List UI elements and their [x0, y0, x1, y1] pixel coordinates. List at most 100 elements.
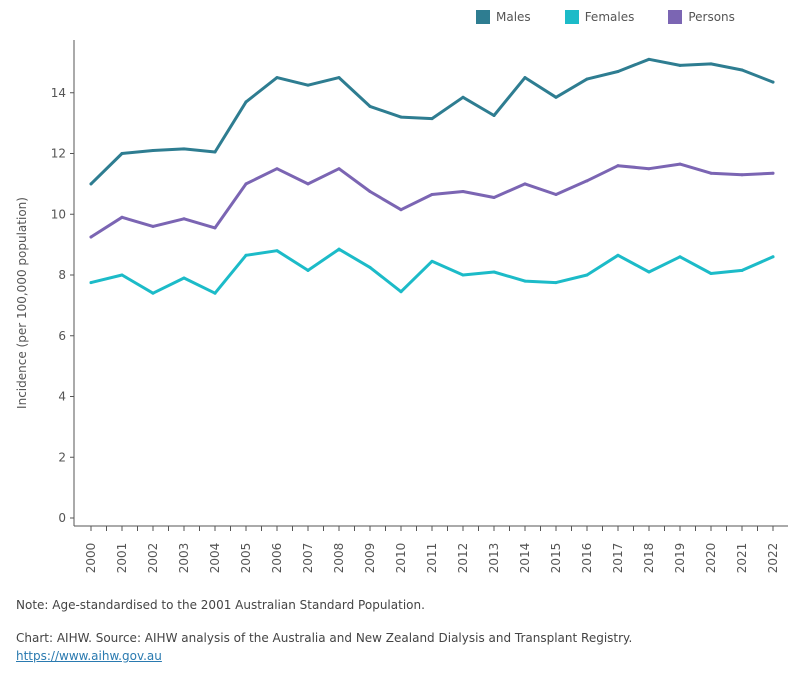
chart-source: Chart: AIHW. Source: AIHW analysis of th… [16, 631, 633, 645]
x-tick-label: 2008 [332, 543, 346, 574]
data-point-persons-2001 [120, 215, 124, 219]
y-tick-label: 2 [58, 450, 66, 464]
data-point-females-2013 [492, 270, 496, 274]
x-tick-label: 2014 [518, 543, 532, 574]
data-point-females-2003 [182, 276, 186, 280]
data-point-persons-2016 [585, 179, 589, 183]
data-point-females-2014 [523, 279, 527, 283]
data-point-persons-2011 [430, 193, 434, 197]
data-point-persons-2015 [554, 193, 558, 197]
data-point-females-2004 [213, 291, 217, 295]
x-tick-label: 2011 [425, 543, 439, 574]
data-point-females-2019 [678, 255, 682, 259]
x-tick-label: 2004 [208, 543, 222, 574]
y-tick-label: 4 [58, 390, 66, 404]
data-point-persons-2002 [151, 224, 155, 228]
y-tick-label: 6 [58, 329, 66, 343]
x-tick-label: 2018 [642, 543, 656, 574]
x-tick-label: 2009 [363, 543, 377, 574]
x-tick-label: 2020 [704, 543, 718, 574]
y-tick-label: 14 [51, 86, 66, 100]
data-point-males-2000 [89, 182, 93, 186]
y-tick-label: 8 [58, 268, 66, 282]
data-point-persons-2013 [492, 196, 496, 200]
data-point-males-2010 [399, 115, 403, 119]
data-point-persons-2008 [337, 167, 341, 171]
chart-note: Note: Age-standardised to the 2001 Austr… [16, 598, 425, 612]
x-tick-label: 2006 [270, 543, 284, 574]
x-tick-label: 2022 [766, 543, 780, 574]
data-point-persons-2009 [368, 189, 372, 193]
legend-swatch-males [476, 10, 490, 24]
x-tick-label: 2002 [146, 543, 160, 574]
data-point-males-2013 [492, 114, 496, 118]
x-tick-label: 2015 [549, 543, 563, 574]
legend-item-males[interactable]: Males [476, 10, 531, 24]
x-tick-label: 2000 [84, 543, 98, 574]
data-point-females-2011 [430, 259, 434, 263]
data-point-females-2018 [647, 270, 651, 274]
legend-item-females[interactable]: Females [564, 10, 634, 24]
data-point-persons-2021 [740, 173, 744, 177]
data-point-males-2020 [709, 62, 713, 66]
data-point-males-2007 [306, 83, 310, 87]
data-point-males-2017 [616, 69, 620, 73]
data-point-females-2010 [399, 290, 403, 294]
series-line-females [89, 247, 775, 295]
x-tick-label: 2016 [580, 543, 594, 574]
x-tick-label: 2005 [239, 543, 253, 574]
legend-item-persons[interactable]: Persons [668, 10, 735, 24]
data-point-males-2008 [337, 76, 341, 80]
data-point-males-2019 [678, 63, 682, 67]
data-point-persons-2007 [306, 182, 310, 186]
data-point-females-2009 [368, 265, 372, 269]
data-point-females-2015 [554, 281, 558, 285]
x-tick-label: 2019 [673, 543, 687, 574]
data-point-females-2021 [740, 268, 744, 272]
legend-swatch-females [564, 10, 579, 24]
x-tick-label: 2012 [456, 543, 470, 574]
data-point-males-2018 [647, 57, 651, 61]
data-point-persons-2012 [461, 189, 465, 193]
source-link[interactable]: https://www.aihw.gov.au [16, 649, 162, 663]
data-point-males-2004 [213, 150, 217, 154]
x-tick-label: 2007 [301, 543, 315, 574]
data-point-females-2016 [585, 273, 589, 277]
y-tick-label: 12 [51, 147, 66, 161]
data-point-persons-2004 [213, 226, 217, 230]
data-point-males-2021 [740, 68, 744, 72]
data-point-females-2001 [120, 273, 124, 277]
data-point-persons-2003 [182, 217, 186, 221]
data-point-males-2006 [275, 76, 279, 80]
data-point-persons-2018 [647, 167, 651, 171]
x-tick-label: 2013 [487, 543, 501, 574]
data-point-persons-2020 [709, 171, 713, 175]
data-point-persons-2019 [678, 162, 682, 166]
data-point-persons-2022 [771, 171, 775, 175]
data-point-males-2012 [461, 95, 465, 99]
data-point-females-2012 [461, 273, 465, 277]
data-point-males-2009 [368, 104, 372, 108]
legend-label-males: Males [496, 10, 531, 24]
y-tick-label: 10 [51, 207, 66, 221]
data-point-persons-2010 [399, 208, 403, 212]
data-point-persons-2005 [244, 182, 248, 186]
data-point-males-2002 [151, 148, 155, 152]
data-point-males-2005 [244, 100, 248, 104]
y-axis-title: Incidence (per 100,000 population) [15, 197, 29, 409]
data-point-males-2014 [523, 76, 527, 80]
data-point-males-2011 [430, 117, 434, 121]
data-point-females-2020 [709, 271, 713, 275]
data-point-females-2022 [771, 255, 775, 259]
legend: Males Females Persons [476, 10, 769, 24]
data-point-persons-2014 [523, 182, 527, 186]
data-point-persons-2000 [89, 235, 93, 239]
data-point-males-2015 [554, 95, 558, 99]
series-line-persons [89, 162, 775, 239]
line-chart: 0 2 4 6 8 10 12 14 Incidence (per 100,000 popula… [15, 40, 788, 574]
data-point-persons-2017 [616, 164, 620, 168]
data-point-males-2016 [585, 77, 589, 81]
x-tick-label: 2010 [394, 543, 408, 574]
x-tick-label: 2001 [115, 543, 129, 574]
x-tick-label: 2021 [735, 543, 749, 574]
